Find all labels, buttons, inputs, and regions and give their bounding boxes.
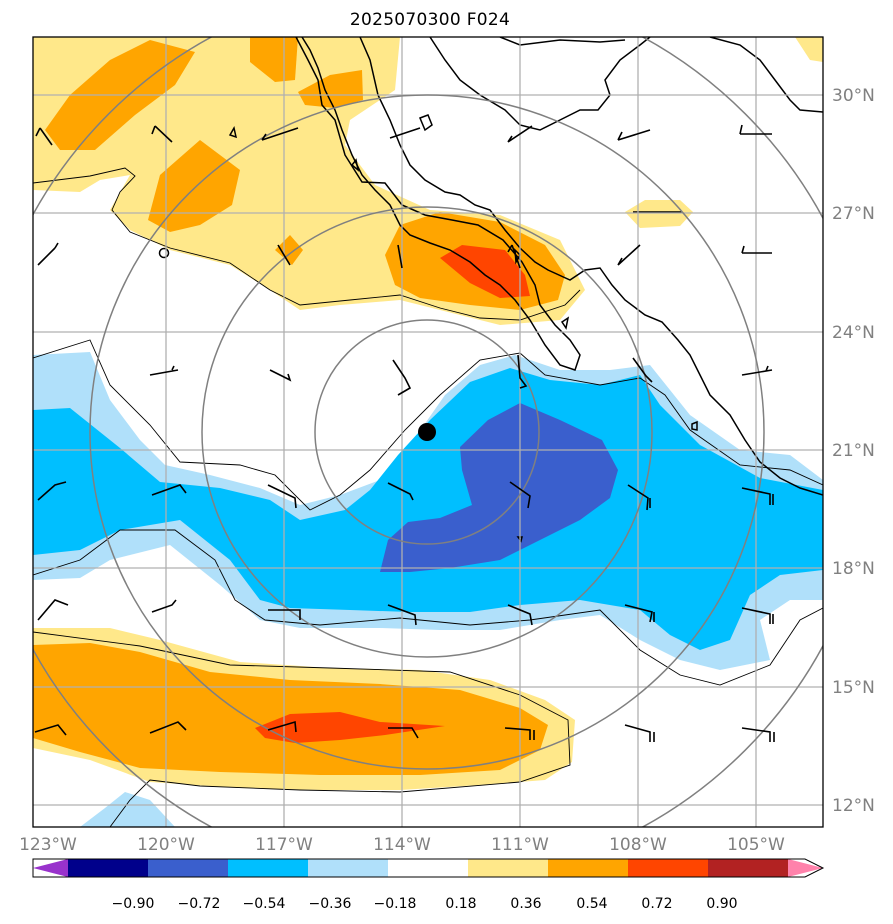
lon-label: 114°W — [373, 835, 431, 855]
colorbar-tick-label: 0.36 — [510, 896, 541, 912]
lon-label: 105°W — [727, 835, 785, 855]
positive-anomaly-east-light — [625, 200, 693, 228]
latitude-labels: 30°N 27°N 24°N 21°N 18°N 15°N 12°N — [832, 86, 875, 816]
colorbar-tick-label: 0.18 — [445, 896, 476, 912]
colorbar-extend-low — [33, 859, 68, 877]
lon-label: 120°W — [137, 835, 195, 855]
lat-label: 24°N — [832, 323, 875, 343]
negative-anomaly-band-mid — [33, 368, 823, 650]
longitude-labels: 123°W 120°W 117°W 114°W 111°W 108°W 105°… — [19, 835, 785, 855]
lon-label: 111°W — [491, 835, 549, 855]
positive-anomaly-north-orange-2 — [250, 37, 298, 82]
lon-label: 123°W — [19, 835, 77, 855]
colorbar-segment — [388, 859, 469, 877]
positive-anomaly-north-orange-5 — [275, 235, 303, 265]
colorbar-segment — [548, 859, 629, 877]
lat-label: 12°N — [832, 796, 875, 816]
colorbar-tick-label: −0.90 — [112, 896, 155, 912]
storm-center-marker — [418, 423, 436, 441]
lon-label: 108°W — [609, 835, 667, 855]
positive-anomaly-south-orange — [33, 643, 548, 775]
colorbar-segment — [228, 859, 309, 877]
colorbar-tick-label: 0.90 — [706, 896, 737, 912]
colorbar-segment — [468, 859, 549, 877]
colorbar-tick-label: −0.54 — [243, 896, 286, 912]
positive-anomaly-south-red — [255, 712, 445, 743]
coastline — [158, 37, 823, 543]
map-frame — [32, 36, 824, 828]
lat-label: 30°N — [832, 86, 875, 106]
colorbar-tick-label: −0.36 — [309, 896, 352, 912]
lat-label: 21°N — [832, 441, 875, 461]
colorbar-tick-label: −0.72 — [178, 896, 221, 912]
negative-anomaly-band-dark — [380, 403, 618, 572]
map-plot-area — [33, 37, 823, 827]
lat-label: 18°N — [832, 559, 875, 579]
map-title: 2025070300 F024 — [349, 10, 511, 30]
positive-anomaly-north-orange-3 — [298, 70, 363, 108]
colorbar-segment — [628, 859, 709, 877]
range-rings — [33, 37, 823, 827]
lat-label: 27°N — [832, 204, 875, 224]
colorbar-segment — [708, 859, 789, 877]
lat-label: 15°N — [832, 678, 875, 698]
colorbar-tick-label: 0.54 — [576, 896, 607, 912]
colorbar-tick-label: −0.18 — [374, 896, 417, 912]
colorbar-segment — [148, 859, 229, 877]
colorbar: −0.90 −0.72 −0.54 −0.36 −0.18 0.18 0.36 … — [32, 858, 825, 912]
negative-anomaly-sw-light — [80, 792, 175, 827]
lon-label: 117°W — [255, 835, 313, 855]
colorbar-tick-label: 0.72 — [641, 896, 672, 912]
colorbar-segment — [308, 859, 389, 877]
colorbar-ticks: −0.90 −0.72 −0.54 −0.36 −0.18 0.18 0.36 … — [112, 896, 738, 912]
colorbar-segments — [33, 859, 823, 877]
colorbar-segment — [68, 859, 149, 877]
positive-anomaly-north-orange-4 — [148, 140, 240, 232]
wind-barbs — [34, 124, 775, 742]
colorbar-extend-high — [788, 859, 823, 877]
colorbar-outline — [32, 858, 825, 878]
positive-anomaly-corner-light — [795, 37, 823, 62]
